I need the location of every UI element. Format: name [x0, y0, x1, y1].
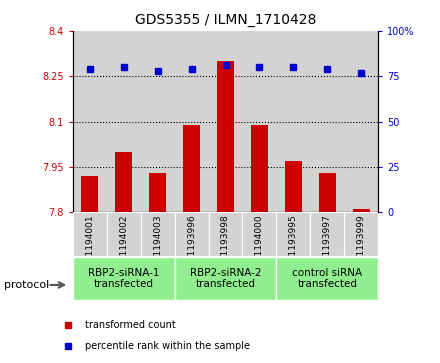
FancyBboxPatch shape: [242, 212, 276, 256]
Bar: [73, 31, 106, 212]
Bar: [106, 31, 140, 212]
Text: GSM1194000: GSM1194000: [255, 215, 264, 275]
Title: GDS5355 / ILMN_1710428: GDS5355 / ILMN_1710428: [135, 13, 316, 27]
Bar: [183, 125, 200, 212]
Text: RBP2-siRNA-1
transfected: RBP2-siRNA-1 transfected: [88, 268, 159, 289]
FancyBboxPatch shape: [175, 257, 276, 301]
Text: GSM1194002: GSM1194002: [119, 215, 128, 275]
Bar: [276, 31, 311, 212]
FancyBboxPatch shape: [175, 212, 209, 256]
Bar: [149, 173, 166, 212]
FancyBboxPatch shape: [209, 212, 242, 256]
Bar: [242, 31, 276, 212]
Text: GSM1194001: GSM1194001: [85, 215, 94, 275]
Bar: [81, 176, 98, 212]
Text: GSM1193999: GSM1193999: [357, 215, 366, 275]
Text: GSM1193996: GSM1193996: [187, 215, 196, 275]
Bar: [319, 173, 336, 212]
Bar: [217, 61, 234, 212]
Bar: [353, 209, 370, 212]
Bar: [209, 31, 242, 212]
Text: GSM1194003: GSM1194003: [153, 215, 162, 275]
Text: transformed count: transformed count: [85, 321, 176, 330]
FancyBboxPatch shape: [73, 257, 175, 301]
FancyBboxPatch shape: [106, 212, 140, 256]
Bar: [311, 31, 345, 212]
Text: GSM1193997: GSM1193997: [323, 215, 332, 275]
FancyBboxPatch shape: [73, 212, 106, 256]
Text: RBP2-siRNA-2
transfected: RBP2-siRNA-2 transfected: [190, 268, 261, 289]
FancyBboxPatch shape: [276, 212, 311, 256]
FancyBboxPatch shape: [276, 257, 378, 301]
FancyBboxPatch shape: [345, 212, 378, 256]
Bar: [115, 152, 132, 212]
Bar: [251, 125, 268, 212]
Bar: [285, 161, 302, 212]
Bar: [140, 31, 175, 212]
FancyBboxPatch shape: [140, 212, 175, 256]
Bar: [175, 31, 209, 212]
Text: percentile rank within the sample: percentile rank within the sample: [85, 341, 250, 351]
Text: GSM1193995: GSM1193995: [289, 215, 298, 275]
Text: GSM1193998: GSM1193998: [221, 215, 230, 275]
FancyBboxPatch shape: [311, 212, 345, 256]
Text: control siRNA
transfected: control siRNA transfected: [292, 268, 363, 289]
Bar: [345, 31, 378, 212]
Text: protocol: protocol: [4, 280, 50, 290]
